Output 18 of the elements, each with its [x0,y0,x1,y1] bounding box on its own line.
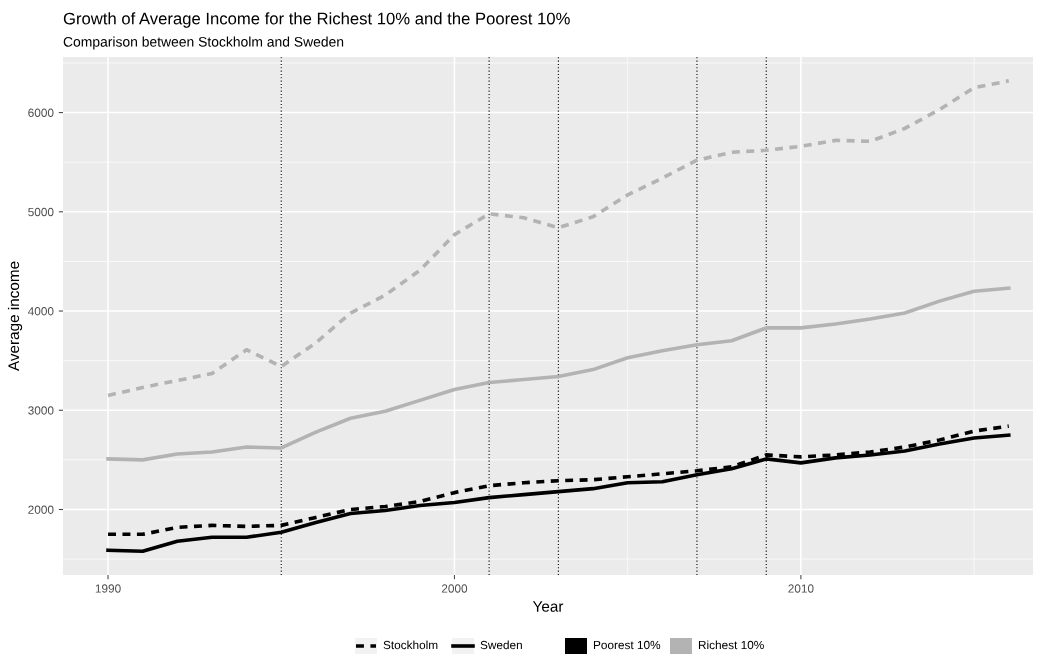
line-series [106,286,1011,462]
chart-subtitle: Comparison between Stockholm and Sweden [63,36,344,50]
x-axis-title: Year [532,601,564,612]
y-tick-label: 6000 [28,108,54,117]
y-tick-label: 4000 [27,307,54,316]
chart-title: Growth of Average Income for the Richest 10% and the Poorest 10% [63,12,570,28]
line-series [106,79,1011,398]
y-tick-label: 2000 [28,505,54,514]
y-tick-label: 5000 [28,207,54,217]
text: Poorest 10% [593,640,661,650]
text: Richest 10% [698,640,764,650]
y-axis-title: Average income [7,261,23,372]
x-tick-label: 2000 [441,584,468,593]
x-tick-label: 1990 [95,584,121,593]
text: Sweden [480,640,522,650]
y-tick-label: 3000 [28,406,54,415]
x-tick-label: 2010 [788,584,814,593]
text: Stockholm [383,640,438,650]
